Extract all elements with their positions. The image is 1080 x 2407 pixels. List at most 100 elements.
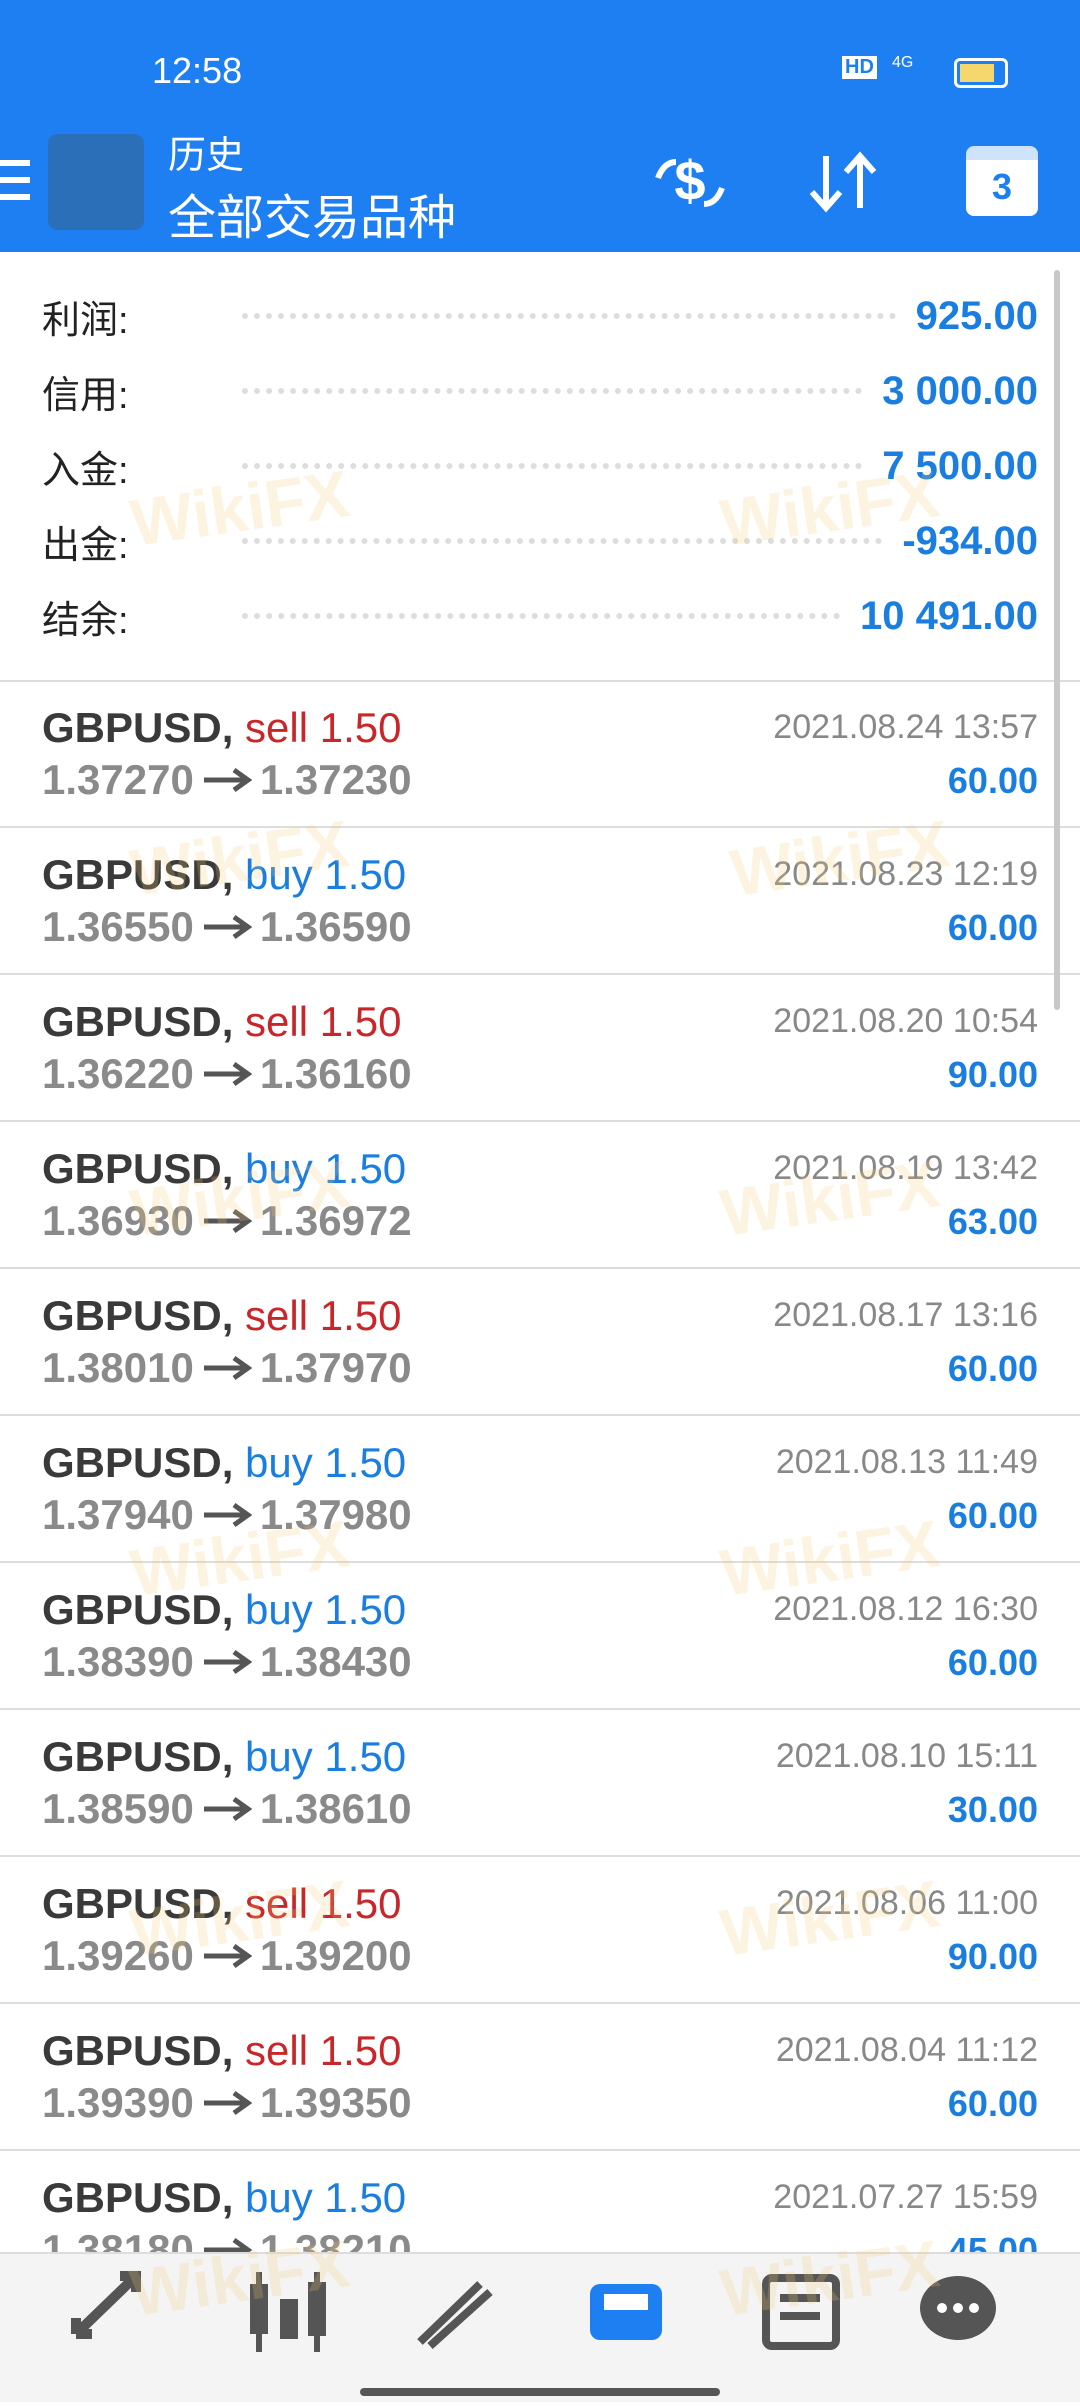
nav-news[interactable] (762, 2274, 840, 2350)
trade-profit: 60.00 (947, 1348, 1038, 1389)
trade-title: GBPUSD, sell 1.50 (42, 2027, 401, 2075)
trade-volume: 1.50 (324, 851, 407, 898)
close-price: 1.36160 (259, 1050, 412, 1097)
close-price: 1.37970 (259, 1344, 412, 1391)
close-price: 1.39350 (259, 2079, 412, 2126)
summary-label: 信用: (42, 374, 129, 417)
trade-side: sell (245, 2027, 309, 2074)
header-title: 历史 (168, 135, 245, 177)
nav-chat[interactable] (920, 2276, 996, 2340)
trade-prices: 1.37940 1.37980 (42, 1491, 412, 1539)
nav-icons (71, 2271, 996, 2396)
nav-history[interactable] (590, 2284, 662, 2340)
home-indicator (360, 2388, 720, 2396)
trade-time: 2021.08.10 15:11 (775, 1737, 1038, 1775)
nav-quotes[interactable] (71, 2271, 141, 2339)
trade-symbol: GBPUSD, (42, 1292, 234, 1339)
trade-row[interactable]: GBPUSD, sell 1.50 1.38010 1.37970 2021.08.1… (0, 1268, 1080, 1416)
summary-dots (242, 313, 896, 319)
trade-row[interactable]: GBPUSD, buy 1.50 1.36930 1.36972 2021.08.19… (0, 1121, 1080, 1269)
trade-volume: 1.50 (324, 1733, 407, 1780)
trade-prices: 1.36220 1.36160 (42, 1050, 412, 1098)
trade-row[interactable]: GBPUSD, sell 1.50 1.39390 1.39350 2021.08.0… (0, 2003, 1080, 2151)
arrow-icon (203, 2090, 253, 2116)
open-price: 1.36930 (42, 1197, 194, 1244)
summary-value: 7 500.00 (882, 443, 1038, 488)
trade-row[interactable]: GBPUSD, sell 1.50 1.39260 1.39200 2021.08.0… (0, 1856, 1080, 2004)
trade-volume: 1.50 (319, 2027, 402, 2074)
trade-row[interactable]: GBPUSD, buy 1.50 1.38590 1.38610 2021.08.10… (0, 1709, 1080, 1857)
trade-volume: 1.50 (319, 1292, 402, 1339)
trade-profit: 60.00 (947, 1642, 1038, 1683)
summary-dots (242, 613, 841, 619)
trade-time: 2021.08.23 12:19 (773, 855, 1038, 893)
trade-volume: 1.50 (324, 2174, 407, 2221)
open-price: 1.39390 (42, 2079, 194, 2126)
trade-profit: 60.00 (947, 2083, 1038, 2124)
trade-side: sell (245, 1880, 309, 1927)
trade-symbol: GBPUSD, (42, 704, 234, 751)
trade-title: GBPUSD, buy 1.50 (42, 1733, 406, 1781)
close-price: 1.38610 (259, 1785, 412, 1832)
trade-symbol: GBPUSD, (42, 998, 234, 1045)
sort-button[interactable] (804, 146, 884, 216)
summary-value: 10 491.00 (860, 593, 1038, 638)
trade-symbol: GBPUSD, (42, 2174, 234, 2221)
open-price: 1.38590 (42, 1785, 194, 1832)
deposit-filter-button[interactable]: $ (650, 148, 730, 218)
hd-icon: HD (842, 56, 877, 79)
trade-prices: 1.39260 1.39200 (42, 1932, 412, 1980)
trade-profit: 90.00 (947, 1936, 1038, 1977)
trade-time: 2021.08.24 13:57 (773, 708, 1038, 746)
trade-time: 2021.08.13 11:49 (775, 1443, 1038, 1481)
summary-row: 结余: 10 491.00 (42, 586, 1038, 646)
open-price: 1.36550 (42, 903, 194, 950)
open-price: 1.37940 (42, 1491, 194, 1538)
nav-trade[interactable] (417, 2281, 493, 2349)
trade-side: buy (245, 2174, 313, 2221)
trade-time: 2021.08.19 13:42 (773, 1149, 1038, 1187)
trade-row[interactable]: GBPUSD, sell 1.50 1.36220 1.36160 2021.08.2… (0, 974, 1080, 1122)
trade-row[interactable]: GBPUSD, buy 1.50 1.36550 1.36590 2021.08.23… (0, 827, 1080, 975)
trade-profit: 90.00 (947, 1054, 1038, 1095)
trade-side: buy (245, 1586, 313, 1633)
header: 12:58 HD 4G 历史 全部交易品种 $ 3 (0, 0, 1080, 252)
trade-side: sell (245, 998, 309, 1045)
trade-side: buy (245, 1145, 313, 1192)
trade-prices: 1.37270 1.37230 (42, 756, 412, 804)
nav-chart[interactable] (250, 2272, 326, 2352)
trade-title: GBPUSD, buy 1.50 (42, 1145, 406, 1193)
trade-row[interactable]: GBPUSD, buy 1.50 1.38180 1.38210 2021.07.27… (0, 2150, 1080, 2252)
trade-time: 2021.08.17 13:16 (773, 1296, 1038, 1334)
trade-profit: 30.00 (947, 1789, 1038, 1830)
trade-symbol: GBPUSD, (42, 851, 234, 898)
header-subtitle[interactable]: 全部交易品种 (168, 192, 457, 245)
trade-row[interactable]: GBPUSD, sell 1.50 1.37270 1.37230 2021.08.2… (0, 680, 1080, 828)
trade-time: 2021.07.27 15:59 (773, 2178, 1038, 2216)
menu-button[interactable] (0, 150, 36, 210)
trade-list: GBPUSD, sell 1.50 1.37270 1.37230 2021.08.2… (0, 680, 1080, 2252)
trade-title: GBPUSD, buy 1.50 (42, 1439, 406, 1487)
summary-row: 利润: 925.00 (42, 286, 1038, 346)
arrow-icon (203, 767, 253, 793)
open-price: 1.38180 (42, 2226, 194, 2252)
trade-prices: 1.36550 1.36590 (42, 903, 412, 951)
trade-profit: 63.00 (947, 1201, 1038, 1242)
summary-row: 出金: -934.00 (42, 511, 1038, 571)
trade-profit: 60.00 (947, 907, 1038, 948)
trade-row[interactable]: GBPUSD, buy 1.50 1.37940 1.37980 2021.08.13… (0, 1415, 1080, 1563)
summary-value: 925.00 (915, 293, 1038, 338)
summary: 利润: 925.00 信用: 3 000.00 入金: 7 500.00 出金: -934.0… (0, 252, 1080, 682)
trade-time: 2021.08.06 11:00 (775, 1884, 1038, 1922)
arrow-icon (203, 1502, 253, 1528)
summary-label: 入金: (42, 449, 129, 492)
summary-dots (242, 463, 863, 469)
trade-side: sell (245, 1292, 309, 1339)
trade-title: GBPUSD, buy 1.50 (42, 851, 406, 899)
calendar-button[interactable]: 3 (966, 146, 1038, 216)
summary-dots (242, 388, 863, 394)
trade-symbol: GBPUSD, (42, 1145, 234, 1192)
trade-row[interactable]: GBPUSD, buy 1.50 1.38390 1.38430 2021.08.12… (0, 1562, 1080, 1710)
trade-volume: 1.50 (319, 704, 402, 751)
